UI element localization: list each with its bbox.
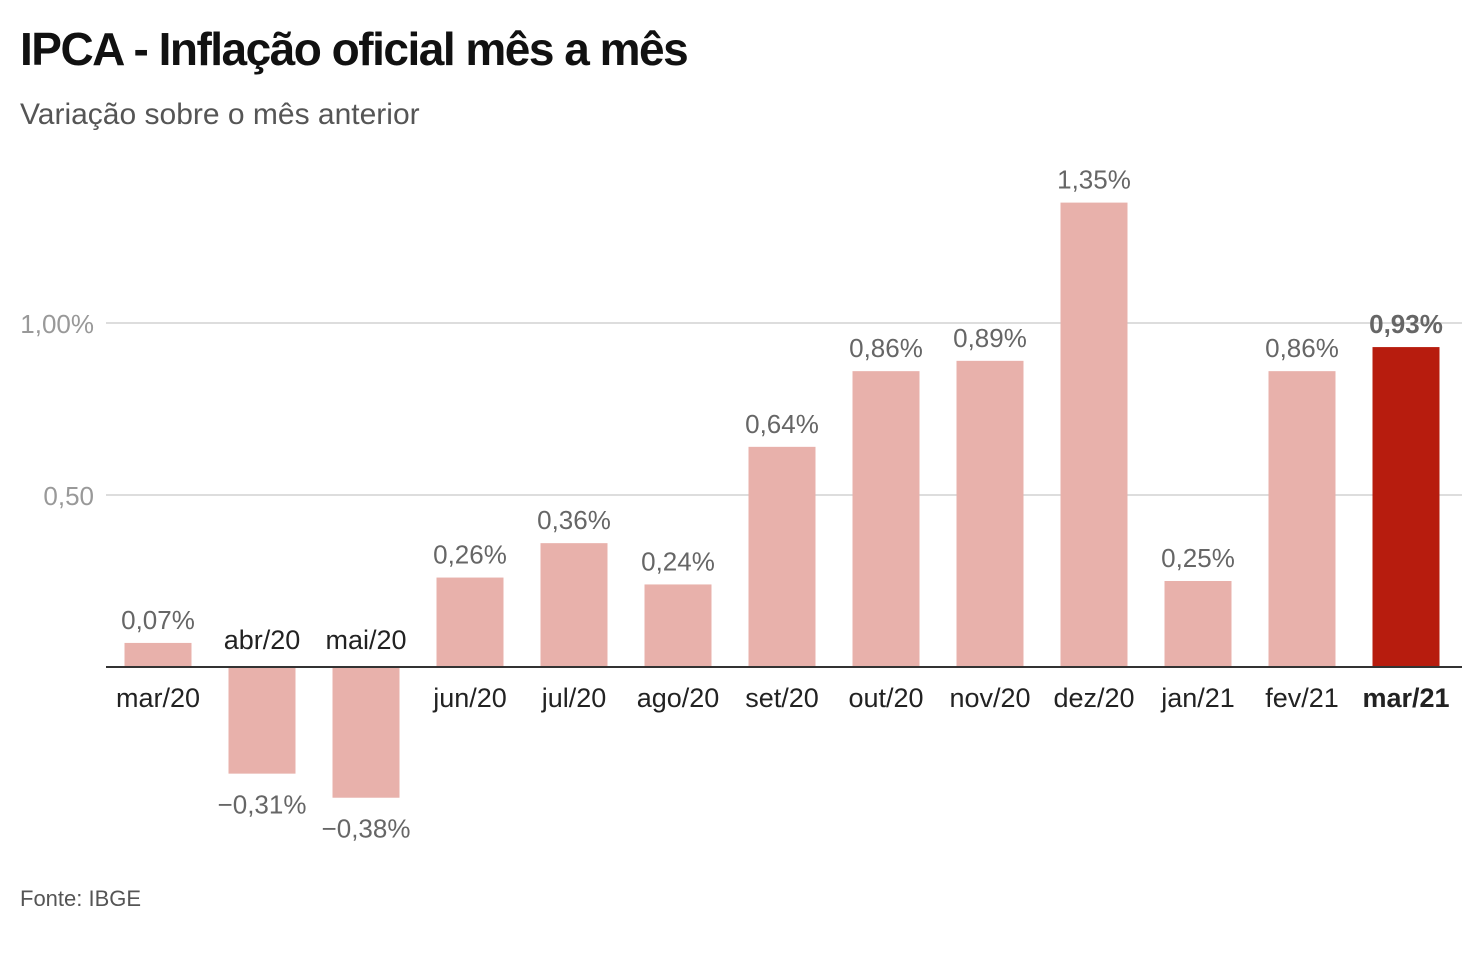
bar: [436, 577, 504, 667]
x-tick-label: set/20: [745, 683, 819, 713]
bar: [1268, 371, 1336, 667]
x-tick-label: jun/20: [432, 683, 507, 713]
bar: [540, 543, 608, 667]
data-label: 0,25%: [1161, 543, 1235, 573]
gridlines: 0,50 1,00%: [20, 309, 1462, 511]
y-tick-label: 0,50: [43, 481, 94, 511]
bars: [106, 202, 1462, 798]
data-label: −0,38%: [322, 814, 411, 844]
x-tick-label: abr/20: [224, 625, 301, 655]
bar: [1372, 347, 1440, 667]
data-label: −0,31%: [218, 790, 307, 820]
y-tick-label: 1,00%: [20, 309, 94, 339]
bar: [1164, 581, 1232, 667]
chart-title: IPCA - Inflação oficial mês a mês: [20, 23, 689, 75]
source-note: Fonte: IBGE: [20, 886, 142, 911]
x-tick-label: mai/20: [325, 625, 406, 655]
chart-subtitle: Variação sobre o mês anterior: [20, 98, 420, 131]
bar: [332, 667, 400, 798]
data-label: 0,86%: [1265, 333, 1339, 363]
data-label: 0,93%: [1369, 309, 1443, 339]
x-tick-label: jan/21: [1160, 683, 1235, 713]
data-label: 0,36%: [537, 505, 611, 535]
data-label: 0,89%: [953, 323, 1027, 353]
data-label: 1,35%: [1057, 165, 1131, 195]
labels: 0,07% mar/20 −0,31% abr/20 −0,38% mai/20 0,26%…: [116, 165, 1450, 844]
bar: [852, 371, 920, 667]
bar: [1060, 202, 1128, 667]
bar: [228, 667, 296, 774]
bar: [124, 642, 192, 667]
bar: [644, 584, 712, 667]
x-tick-label: dez/20: [1053, 683, 1134, 713]
x-tick-label: jul/20: [541, 683, 607, 713]
x-tick-label: mar/20: [116, 683, 200, 713]
data-label: 0,26%: [433, 540, 507, 570]
data-label: 0,07%: [121, 605, 195, 635]
data-label: 0,86%: [849, 333, 923, 363]
x-tick-label: ago/20: [637, 683, 720, 713]
x-tick-label: out/20: [848, 683, 923, 713]
x-tick-label: fev/21: [1265, 683, 1339, 713]
bar: [748, 446, 816, 667]
x-tick-label: mar/21: [1362, 683, 1449, 713]
bar: [956, 360, 1024, 667]
x-tick-label: nov/20: [949, 683, 1030, 713]
data-label: 0,24%: [641, 546, 715, 576]
data-label: 0,64%: [745, 409, 819, 439]
